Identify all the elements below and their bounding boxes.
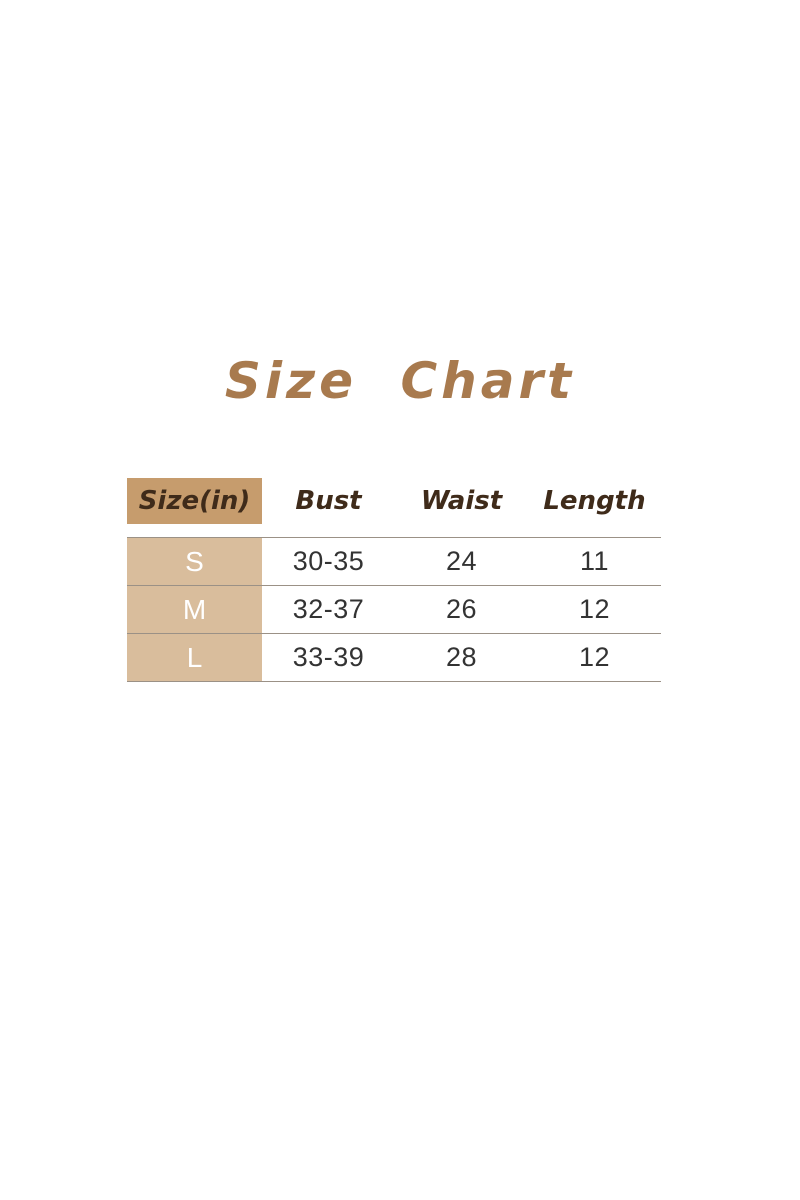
column-header-length: Length — [543, 486, 646, 516]
column-header-waist: Waist — [420, 486, 503, 516]
bust-value: 30-35 — [292, 546, 365, 576]
table-row-s: S 30-35 24 11 — [127, 538, 661, 586]
waist-value: 26 — [445, 594, 478, 624]
length-value: 11 — [579, 546, 610, 576]
table-header-row: Size(in) Bust Waist Length — [127, 478, 661, 524]
length-value: 12 — [578, 594, 611, 624]
waist-value: 28 — [445, 642, 478, 672]
bust-value: 32-37 — [292, 594, 365, 624]
waist-value: 24 — [445, 546, 478, 576]
page-title: Size Chart — [224, 352, 576, 410]
size-label: S — [127, 538, 262, 585]
table-row-m: M 32-37 26 12 — [127, 586, 661, 634]
length-value: 12 — [578, 642, 611, 672]
bust-value: 33-39 — [292, 642, 365, 672]
size-chart-table: Size(in) Bust Waist Length S 30-35 24 11… — [127, 478, 661, 682]
column-header-size: Size(in) — [127, 478, 262, 524]
table-row-l: L 33-39 28 12 — [127, 634, 661, 682]
table-body: S 30-35 24 11 M 32-37 26 12 L 33-39 28 1… — [127, 537, 661, 682]
size-label: L — [127, 634, 262, 681]
size-label: M — [127, 586, 262, 633]
column-header-bust: Bust — [295, 486, 362, 516]
